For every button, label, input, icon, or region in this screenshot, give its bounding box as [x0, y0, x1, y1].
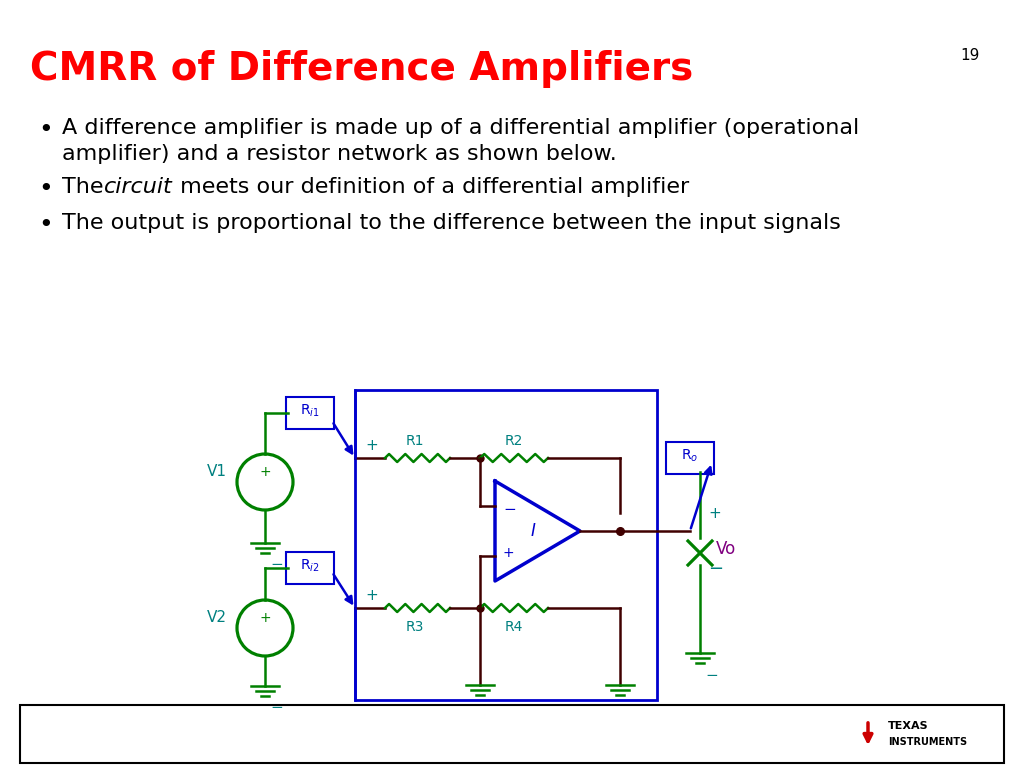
- Text: R2: R2: [505, 434, 523, 448]
- Text: R$_{i2}$: R$_{i2}$: [300, 558, 319, 574]
- FancyBboxPatch shape: [286, 552, 334, 584]
- Text: CMRR of Difference Amplifiers: CMRR of Difference Amplifiers: [30, 50, 693, 88]
- FancyBboxPatch shape: [666, 442, 714, 474]
- Text: amplifier) and a resistor network as shown below.: amplifier) and a resistor network as sho…: [62, 144, 616, 164]
- Text: +: +: [259, 611, 270, 625]
- Text: I: I: [530, 522, 536, 540]
- Text: A difference amplifier is made up of a differential amplifier (operational: A difference amplifier is made up of a d…: [62, 118, 859, 138]
- Text: −: −: [708, 560, 723, 578]
- Text: −: −: [270, 557, 283, 572]
- Text: R4: R4: [505, 620, 523, 634]
- Text: V1: V1: [207, 465, 227, 479]
- Text: The output is proportional to the difference between the input signals: The output is proportional to the differ…: [62, 213, 841, 233]
- Text: INSTRUMENTS: INSTRUMENTS: [888, 737, 967, 747]
- Text: −: −: [705, 668, 718, 683]
- Bar: [20, 705, 1004, 763]
- Text: R$_o$: R$_o$: [681, 448, 698, 464]
- Bar: [355, 390, 657, 700]
- Text: V2: V2: [207, 611, 227, 625]
- Text: +: +: [259, 465, 270, 479]
- Text: +: +: [365, 588, 378, 604]
- Text: R$_{i1}$: R$_{i1}$: [300, 402, 319, 419]
- Text: +: +: [503, 546, 515, 560]
- Text: •: •: [38, 177, 53, 201]
- Text: −: −: [503, 502, 516, 517]
- Text: R3: R3: [406, 620, 424, 634]
- Text: +: +: [708, 505, 721, 521]
- Text: +: +: [365, 439, 378, 453]
- Text: 19: 19: [961, 48, 980, 63]
- Text: R1: R1: [406, 434, 424, 448]
- Text: TEXAS: TEXAS: [888, 721, 929, 731]
- Text: •: •: [38, 118, 53, 142]
- Text: Vo: Vo: [716, 540, 736, 558]
- Text: −: −: [270, 700, 283, 715]
- Text: •: •: [38, 213, 53, 237]
- Text: meets our definition of a differential amplifier: meets our definition of a differential a…: [173, 177, 689, 197]
- Text: The: The: [62, 177, 111, 197]
- FancyBboxPatch shape: [286, 397, 334, 429]
- Text: circuit: circuit: [104, 177, 173, 197]
